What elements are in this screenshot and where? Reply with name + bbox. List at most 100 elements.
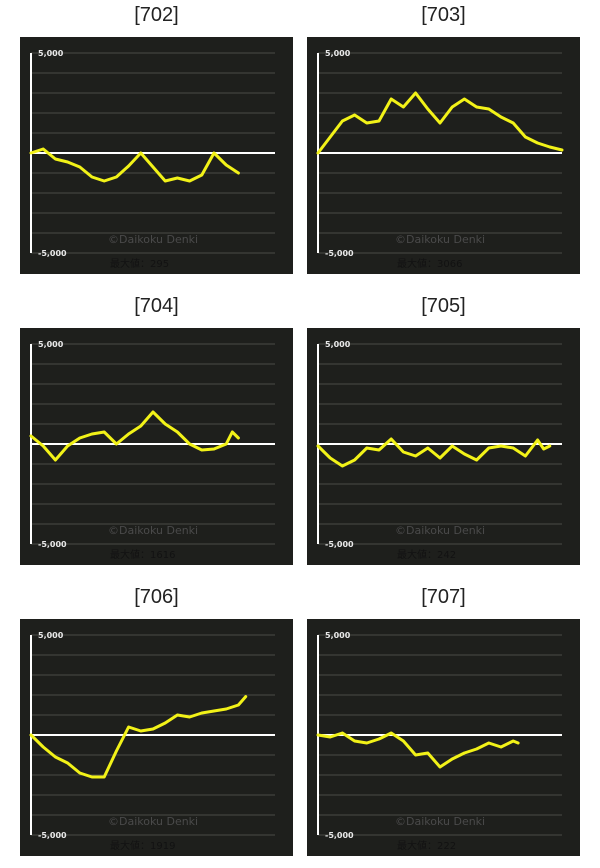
line-chart-svg: 5,000 -5,000 ©Daikoku Denki 最大値：1919 <box>20 619 293 856</box>
data-point <box>329 135 332 139</box>
data-point <box>316 733 320 737</box>
data-point <box>139 424 142 428</box>
line-chart-svg: 5,000 -5,000 ©Daikoku Denki 最大値：295 <box>20 37 293 274</box>
data-point <box>225 707 228 711</box>
data-point <box>512 739 515 743</box>
data-point <box>103 179 106 183</box>
data-point <box>54 755 57 759</box>
data-point <box>115 749 118 753</box>
data-point <box>475 747 478 751</box>
data-point <box>231 430 234 434</box>
chart-title: [705] <box>421 295 466 317</box>
data-point <box>542 447 545 451</box>
data-point <box>438 765 442 769</box>
y-tick-label-max: 5,000 <box>38 49 64 58</box>
data-point <box>475 458 478 462</box>
data-point <box>200 173 203 177</box>
data-point <box>426 751 429 755</box>
data-point <box>115 442 118 446</box>
data-point <box>212 151 216 155</box>
data-point <box>200 448 203 452</box>
data-point <box>426 446 429 450</box>
data-point <box>512 121 515 125</box>
data-point <box>377 119 381 123</box>
data-point <box>438 121 442 125</box>
data-point <box>390 437 393 441</box>
data-point <box>402 105 405 109</box>
data-point <box>414 753 417 757</box>
data-point <box>237 171 240 175</box>
watermark-text: ©Daikoku Denki <box>395 524 485 537</box>
y-tick-label-min: -5,000 <box>325 249 354 258</box>
data-point <box>78 436 81 440</box>
y-tick-label-min: -5,000 <box>38 831 67 840</box>
data-point <box>377 737 381 741</box>
data-point <box>244 695 247 698</box>
data-point <box>78 771 81 775</box>
chart-panel-702: 5,000 -5,000 ©Daikoku Denki 最大値：295 <box>20 37 293 274</box>
y-tick-label-min: -5,000 <box>38 540 67 549</box>
data-point <box>225 442 228 446</box>
data-point <box>365 121 368 125</box>
chart-panel-706: 5,000 -5,000 ©Daikoku Denki 最大値：1919 <box>20 619 293 856</box>
data-point <box>127 725 130 729</box>
chart-panel-703: 5,000 -5,000 ©Daikoku Denki 最大値：3066 <box>307 37 580 274</box>
data-point <box>316 151 320 155</box>
data-point <box>164 721 167 725</box>
data-point <box>225 163 228 167</box>
data-point <box>475 105 478 109</box>
watermark-text: ©Daikoku Denki <box>395 815 485 828</box>
chart-panel-704: 5,000 -5,000 ©Daikoku Denki 最大値：1616 <box>20 328 293 565</box>
watermark-text: ©Daikoku Denki <box>395 233 485 246</box>
data-point <box>29 733 33 737</box>
data-point <box>78 165 81 169</box>
series-line <box>316 731 520 769</box>
data-point <box>353 739 356 743</box>
data-point <box>536 438 539 442</box>
data-point <box>463 751 466 755</box>
data-point <box>66 444 69 448</box>
y-tick-label-max: 5,000 <box>325 340 351 349</box>
data-point <box>316 444 320 448</box>
y-tick-label-max: 5,000 <box>38 340 64 349</box>
data-point <box>402 739 405 743</box>
data-point <box>524 135 527 139</box>
data-point <box>54 157 57 161</box>
y-tick-label-max: 5,000 <box>325 631 351 640</box>
data-point <box>237 436 240 440</box>
data-point <box>516 741 520 745</box>
data-point <box>365 741 368 745</box>
data-point <box>90 175 94 179</box>
data-point <box>353 458 356 462</box>
data-point <box>42 745 45 749</box>
data-point <box>548 145 551 149</box>
data-point <box>512 446 515 450</box>
data-point <box>560 148 564 152</box>
data-point <box>151 727 155 731</box>
data-point <box>54 458 57 462</box>
data-point <box>451 757 454 761</box>
plot-background <box>20 619 293 856</box>
data-point <box>164 179 167 183</box>
data-point <box>414 454 417 458</box>
data-point <box>499 745 503 749</box>
data-point <box>414 91 417 95</box>
y-tick-label-min: -5,000 <box>325 831 354 840</box>
data-point <box>29 434 33 438</box>
chart-title: [704] <box>134 295 179 317</box>
chart-title: [706] <box>134 586 179 608</box>
data-point <box>524 454 527 458</box>
data-point <box>90 432 94 436</box>
data-point <box>188 715 191 719</box>
data-point <box>164 422 167 426</box>
data-point <box>451 105 454 109</box>
data-point <box>188 442 191 446</box>
data-point <box>176 430 179 434</box>
data-point <box>139 729 142 733</box>
data-point <box>66 160 69 164</box>
data-point <box>487 741 490 745</box>
data-point <box>353 113 356 117</box>
data-point <box>66 761 69 765</box>
max-value-label: 最大値：3066 <box>397 257 462 270</box>
data-point <box>103 430 106 434</box>
